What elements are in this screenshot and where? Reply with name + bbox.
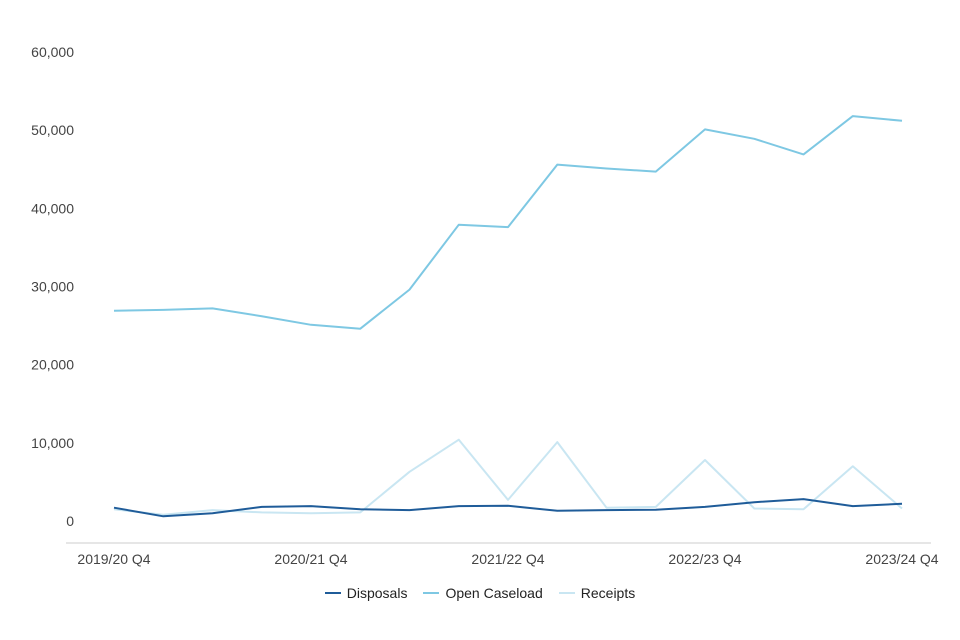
data-point-receipts[interactable] bbox=[259, 509, 265, 515]
x-tick-label: 2019/20 Q4 bbox=[77, 551, 150, 567]
data-point-receipts[interactable] bbox=[505, 497, 511, 503]
data-point-open-caseload[interactable] bbox=[160, 307, 166, 313]
data-point-receipts[interactable] bbox=[850, 463, 856, 469]
line-chart: 0 10,000 20,000 30,000 40,000 50,000 60,000 20… bbox=[31, 44, 939, 567]
y-tick-label: 40,000 bbox=[31, 200, 74, 216]
y-tick-label: 60,000 bbox=[31, 44, 74, 60]
x-tick-label: 2021/22 Q4 bbox=[471, 551, 544, 567]
chart-legend: Disposals Open Caseload Receipts bbox=[0, 585, 960, 601]
data-point-disposals[interactable] bbox=[357, 506, 363, 512]
data-point-receipts[interactable] bbox=[308, 510, 314, 516]
x-tick-label: 2020/21 Q4 bbox=[274, 551, 347, 567]
legend-item-receipts[interactable]: Receipts bbox=[558, 585, 636, 601]
data-point-disposals[interactable] bbox=[653, 507, 659, 513]
data-point-open-caseload[interactable] bbox=[357, 326, 363, 332]
data-point-open-caseload[interactable] bbox=[801, 151, 807, 157]
x-tick-label: 2023/24 Q4 bbox=[865, 551, 938, 567]
legend-item-open-caseload[interactable]: Open Caseload bbox=[423, 585, 543, 601]
legend-swatch-open-caseload bbox=[423, 592, 440, 594]
x-axis-labels: 2019/20 Q4 2020/21 Q4 2021/22 Q4 2022/23 Q4… bbox=[77, 551, 938, 567]
data-point-open-caseload[interactable] bbox=[259, 313, 265, 319]
legend-label-receipts: Receipts bbox=[580, 585, 636, 601]
data-point-open-caseload[interactable] bbox=[554, 162, 560, 168]
data-point-receipts[interactable] bbox=[801, 506, 807, 512]
legend-item-disposals[interactable]: Disposals bbox=[324, 585, 408, 601]
y-tick-label: 20,000 bbox=[31, 357, 74, 373]
data-point-open-caseload[interactable] bbox=[899, 118, 905, 124]
x-tick-label: 2022/23 Q4 bbox=[668, 551, 741, 567]
data-point-open-caseload[interactable] bbox=[308, 322, 314, 328]
data-point-disposals[interactable] bbox=[505, 503, 511, 509]
y-tick-label: 50,000 bbox=[31, 122, 74, 138]
data-point-disposals[interactable] bbox=[111, 505, 117, 511]
legend-label-disposals: Disposals bbox=[346, 585, 408, 601]
data-point-receipts[interactable] bbox=[456, 437, 462, 443]
legend-swatch-receipts bbox=[558, 592, 575, 594]
data-point-receipts[interactable] bbox=[407, 469, 413, 475]
y-tick-label: 30,000 bbox=[31, 279, 74, 295]
data-point-disposals[interactable] bbox=[899, 501, 905, 507]
data-point-open-caseload[interactable] bbox=[505, 224, 511, 230]
data-point-disposals[interactable] bbox=[751, 499, 757, 505]
legend-swatch-disposals bbox=[324, 592, 341, 594]
data-point-open-caseload[interactable] bbox=[850, 113, 856, 119]
data-point-disposals[interactable] bbox=[407, 507, 413, 513]
data-point-disposals[interactable] bbox=[801, 496, 807, 502]
y-axis-labels: 0 10,000 20,000 30,000 40,000 50,000 60,000 bbox=[31, 44, 74, 529]
data-point-open-caseload[interactable] bbox=[407, 287, 413, 293]
series-line-disposals[interactable] bbox=[113, 498, 903, 518]
y-tick-label: 0 bbox=[66, 513, 74, 529]
data-point-disposals[interactable] bbox=[259, 504, 265, 510]
data-point-open-caseload[interactable] bbox=[653, 169, 659, 175]
data-point-open-caseload[interactable] bbox=[210, 305, 216, 311]
data-point-disposals[interactable] bbox=[456, 503, 462, 509]
data-point-disposals[interactable] bbox=[554, 508, 560, 514]
data-point-open-caseload[interactable] bbox=[456, 222, 462, 228]
data-point-receipts[interactable] bbox=[751, 506, 757, 512]
data-point-open-caseload[interactable] bbox=[751, 136, 757, 142]
data-point-receipts[interactable] bbox=[702, 457, 708, 463]
data-point-disposals[interactable] bbox=[850, 503, 856, 509]
data-point-disposals[interactable] bbox=[160, 513, 166, 519]
legend-label-open-caseload: Open Caseload bbox=[445, 585, 543, 601]
series-line-receipts[interactable] bbox=[113, 438, 903, 516]
series-line-open-caseload[interactable] bbox=[113, 115, 903, 330]
y-tick-label: 10,000 bbox=[31, 435, 74, 451]
data-point-open-caseload[interactable] bbox=[604, 166, 610, 172]
data-point-receipts[interactable] bbox=[554, 439, 560, 445]
data-point-disposals[interactable] bbox=[308, 503, 314, 509]
data-point-open-caseload[interactable] bbox=[111, 308, 117, 314]
data-point-disposals[interactable] bbox=[210, 510, 216, 516]
data-point-disposals[interactable] bbox=[604, 507, 610, 513]
data-point-open-caseload[interactable] bbox=[702, 126, 708, 132]
series-lines bbox=[111, 113, 905, 519]
data-point-disposals[interactable] bbox=[702, 504, 708, 510]
